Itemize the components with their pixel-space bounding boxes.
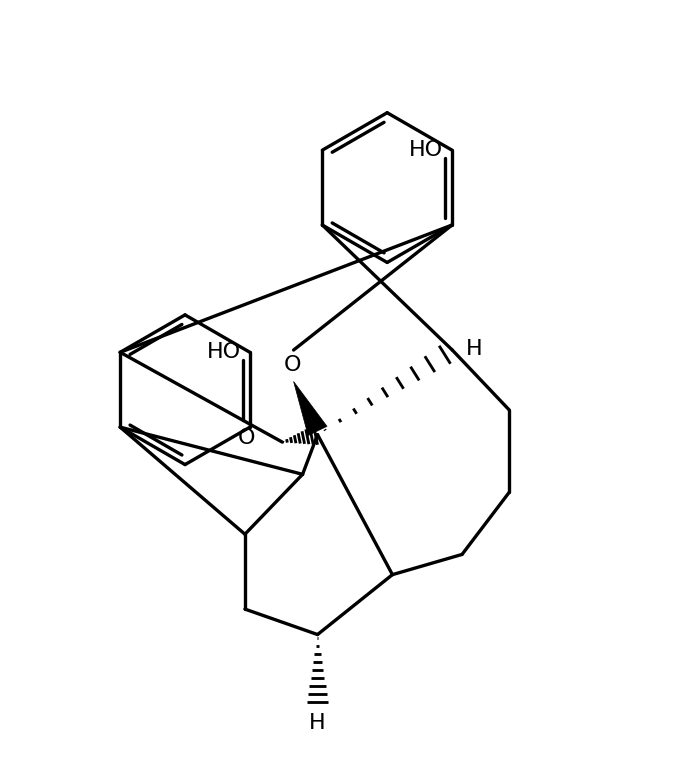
Text: O: O — [237, 428, 255, 448]
Text: HO: HO — [207, 342, 241, 363]
Text: HO: HO — [409, 140, 443, 160]
Text: H: H — [309, 713, 326, 733]
Text: H: H — [466, 338, 482, 359]
Polygon shape — [293, 382, 327, 435]
Text: O: O — [283, 355, 301, 375]
